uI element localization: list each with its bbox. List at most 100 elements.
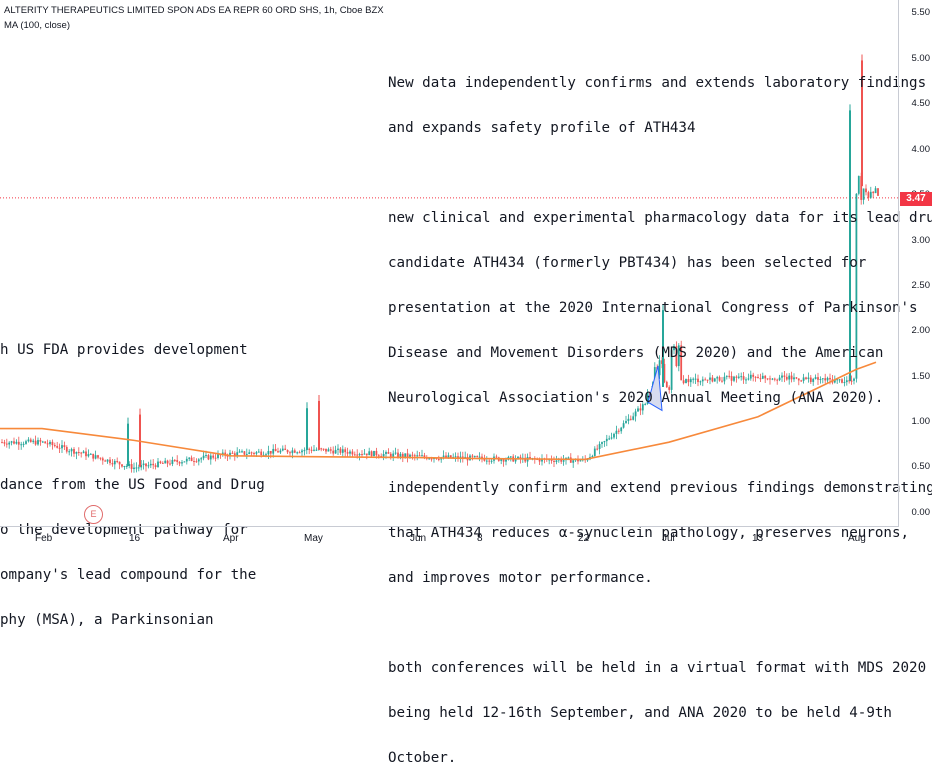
- candle-body: [430, 458, 433, 460]
- candle-body: [749, 374, 752, 379]
- candle-body: [166, 460, 169, 464]
- note-line: [388, 166, 932, 181]
- news-annotation-right[interactable]: New data independently confirms and exte…: [388, 46, 932, 781]
- ma-indicator-legend[interactable]: MA (100, close): [4, 20, 70, 31]
- spike-body: [662, 310, 664, 387]
- candle-body: [805, 377, 807, 379]
- candle-body: [572, 460, 575, 463]
- y-tick-label: 5.00: [911, 53, 931, 64]
- candle-body: [164, 460, 167, 464]
- candle-body: [855, 193, 858, 379]
- candle-body: [284, 448, 287, 450]
- note-line: being held 12-16th September, and ANA 20…: [388, 705, 892, 721]
- candle-body: [620, 427, 623, 432]
- news-annotation-left[interactable]: h US FDA provides development dance from…: [0, 313, 265, 643]
- candle-body: [231, 452, 234, 454]
- candle-body: [406, 453, 409, 457]
- candle-body: [761, 375, 764, 379]
- candle-body: [817, 377, 819, 380]
- candle-body: [785, 376, 788, 380]
- candle-body: [322, 448, 325, 450]
- candle-body: [190, 457, 193, 462]
- candle-body: [101, 458, 104, 461]
- candle-body: [293, 450, 296, 453]
- note-line: [0, 433, 265, 448]
- candle-body: [149, 463, 152, 466]
- candle-body: [346, 452, 349, 454]
- candle-body: [377, 455, 380, 457]
- spike-body: [127, 423, 129, 466]
- candle-body: [637, 408, 639, 412]
- candle-body: [553, 460, 555, 462]
- candle-body: [442, 455, 445, 458]
- candle-body: [685, 379, 687, 384]
- candle-body: [725, 375, 728, 377]
- candle-body: [356, 454, 359, 456]
- candle-body: [365, 453, 368, 456]
- candle-body: [778, 377, 781, 381]
- candle-body: [769, 378, 771, 380]
- candle-body: [845, 380, 848, 383]
- candle-body: [802, 377, 805, 381]
- x-tick-label: May: [304, 533, 323, 544]
- note-line: ompany's lead compound for the: [0, 567, 257, 583]
- candle-body: [404, 453, 407, 458]
- note-line: phy (MSA), a Parkinsonian: [0, 612, 214, 628]
- candle-body: [267, 450, 270, 455]
- candle-body: [836, 379, 839, 381]
- candle-body: [207, 455, 210, 460]
- candle-body: [70, 449, 73, 452]
- candle-body: [843, 382, 846, 384]
- candle-body: [39, 440, 42, 442]
- x-tick-label: Apr: [223, 533, 239, 544]
- candle-body: [353, 454, 356, 456]
- y-tick-label: 0.00: [911, 507, 931, 518]
- candle-body: [740, 376, 743, 378]
- candle-body: [687, 379, 690, 383]
- candle-body: [795, 377, 798, 379]
- candle-body: [387, 452, 390, 454]
- candle-body: [281, 448, 284, 451]
- candle-body: [641, 404, 644, 411]
- note-line: dance from the US Food and Drug: [0, 477, 265, 493]
- note-line: independently confirm and extend previou…: [388, 480, 932, 496]
- candle-body: [75, 452, 78, 454]
- candle-body: [716, 377, 719, 379]
- earnings-badge[interactable]: E: [84, 505, 103, 524]
- y-tick-label: 5.50: [911, 7, 931, 18]
- x-tick-label: Aug: [848, 533, 866, 544]
- candle-body: [713, 378, 716, 382]
- price-chart[interactable]: [0, 0, 932, 550]
- candle-body: [610, 437, 613, 439]
- candle-body: [1, 442, 3, 444]
- candle-body: [483, 458, 486, 461]
- y-tick-label: 2.50: [911, 280, 931, 291]
- note-line: Disease and Movement Disorders (MDS 2020…: [388, 345, 884, 361]
- candle-body: [598, 443, 601, 449]
- candle-body: [869, 191, 872, 198]
- candle-body: [812, 378, 815, 382]
- candle-body: [106, 459, 109, 462]
- candle-body: [34, 440, 37, 445]
- spike-body: [861, 60, 863, 187]
- candle-body: [421, 455, 423, 457]
- candle-body: [838, 379, 841, 381]
- candle-body: [783, 375, 786, 377]
- candle-body: [567, 457, 570, 459]
- candle-body: [704, 379, 707, 381]
- candle-body: [277, 451, 279, 453]
- y-tick-label: 3.00: [911, 235, 931, 246]
- candle-body: [416, 455, 419, 457]
- candle-body: [315, 449, 318, 451]
- note-line: Neurological Association's 2020 Annual M…: [388, 390, 884, 406]
- candle-body: [313, 449, 315, 451]
- candle-body: [735, 376, 738, 378]
- candle-body: [279, 450, 282, 453]
- candle-body: [478, 456, 481, 458]
- note-line: that ATH434 reduces α-synuclein patholog…: [388, 525, 910, 541]
- price-axis-border: [898, 0, 899, 527]
- candle-body: [337, 448, 339, 450]
- candle-body: [473, 456, 476, 458]
- candle-body: [185, 458, 188, 462]
- candle-body: [771, 378, 774, 380]
